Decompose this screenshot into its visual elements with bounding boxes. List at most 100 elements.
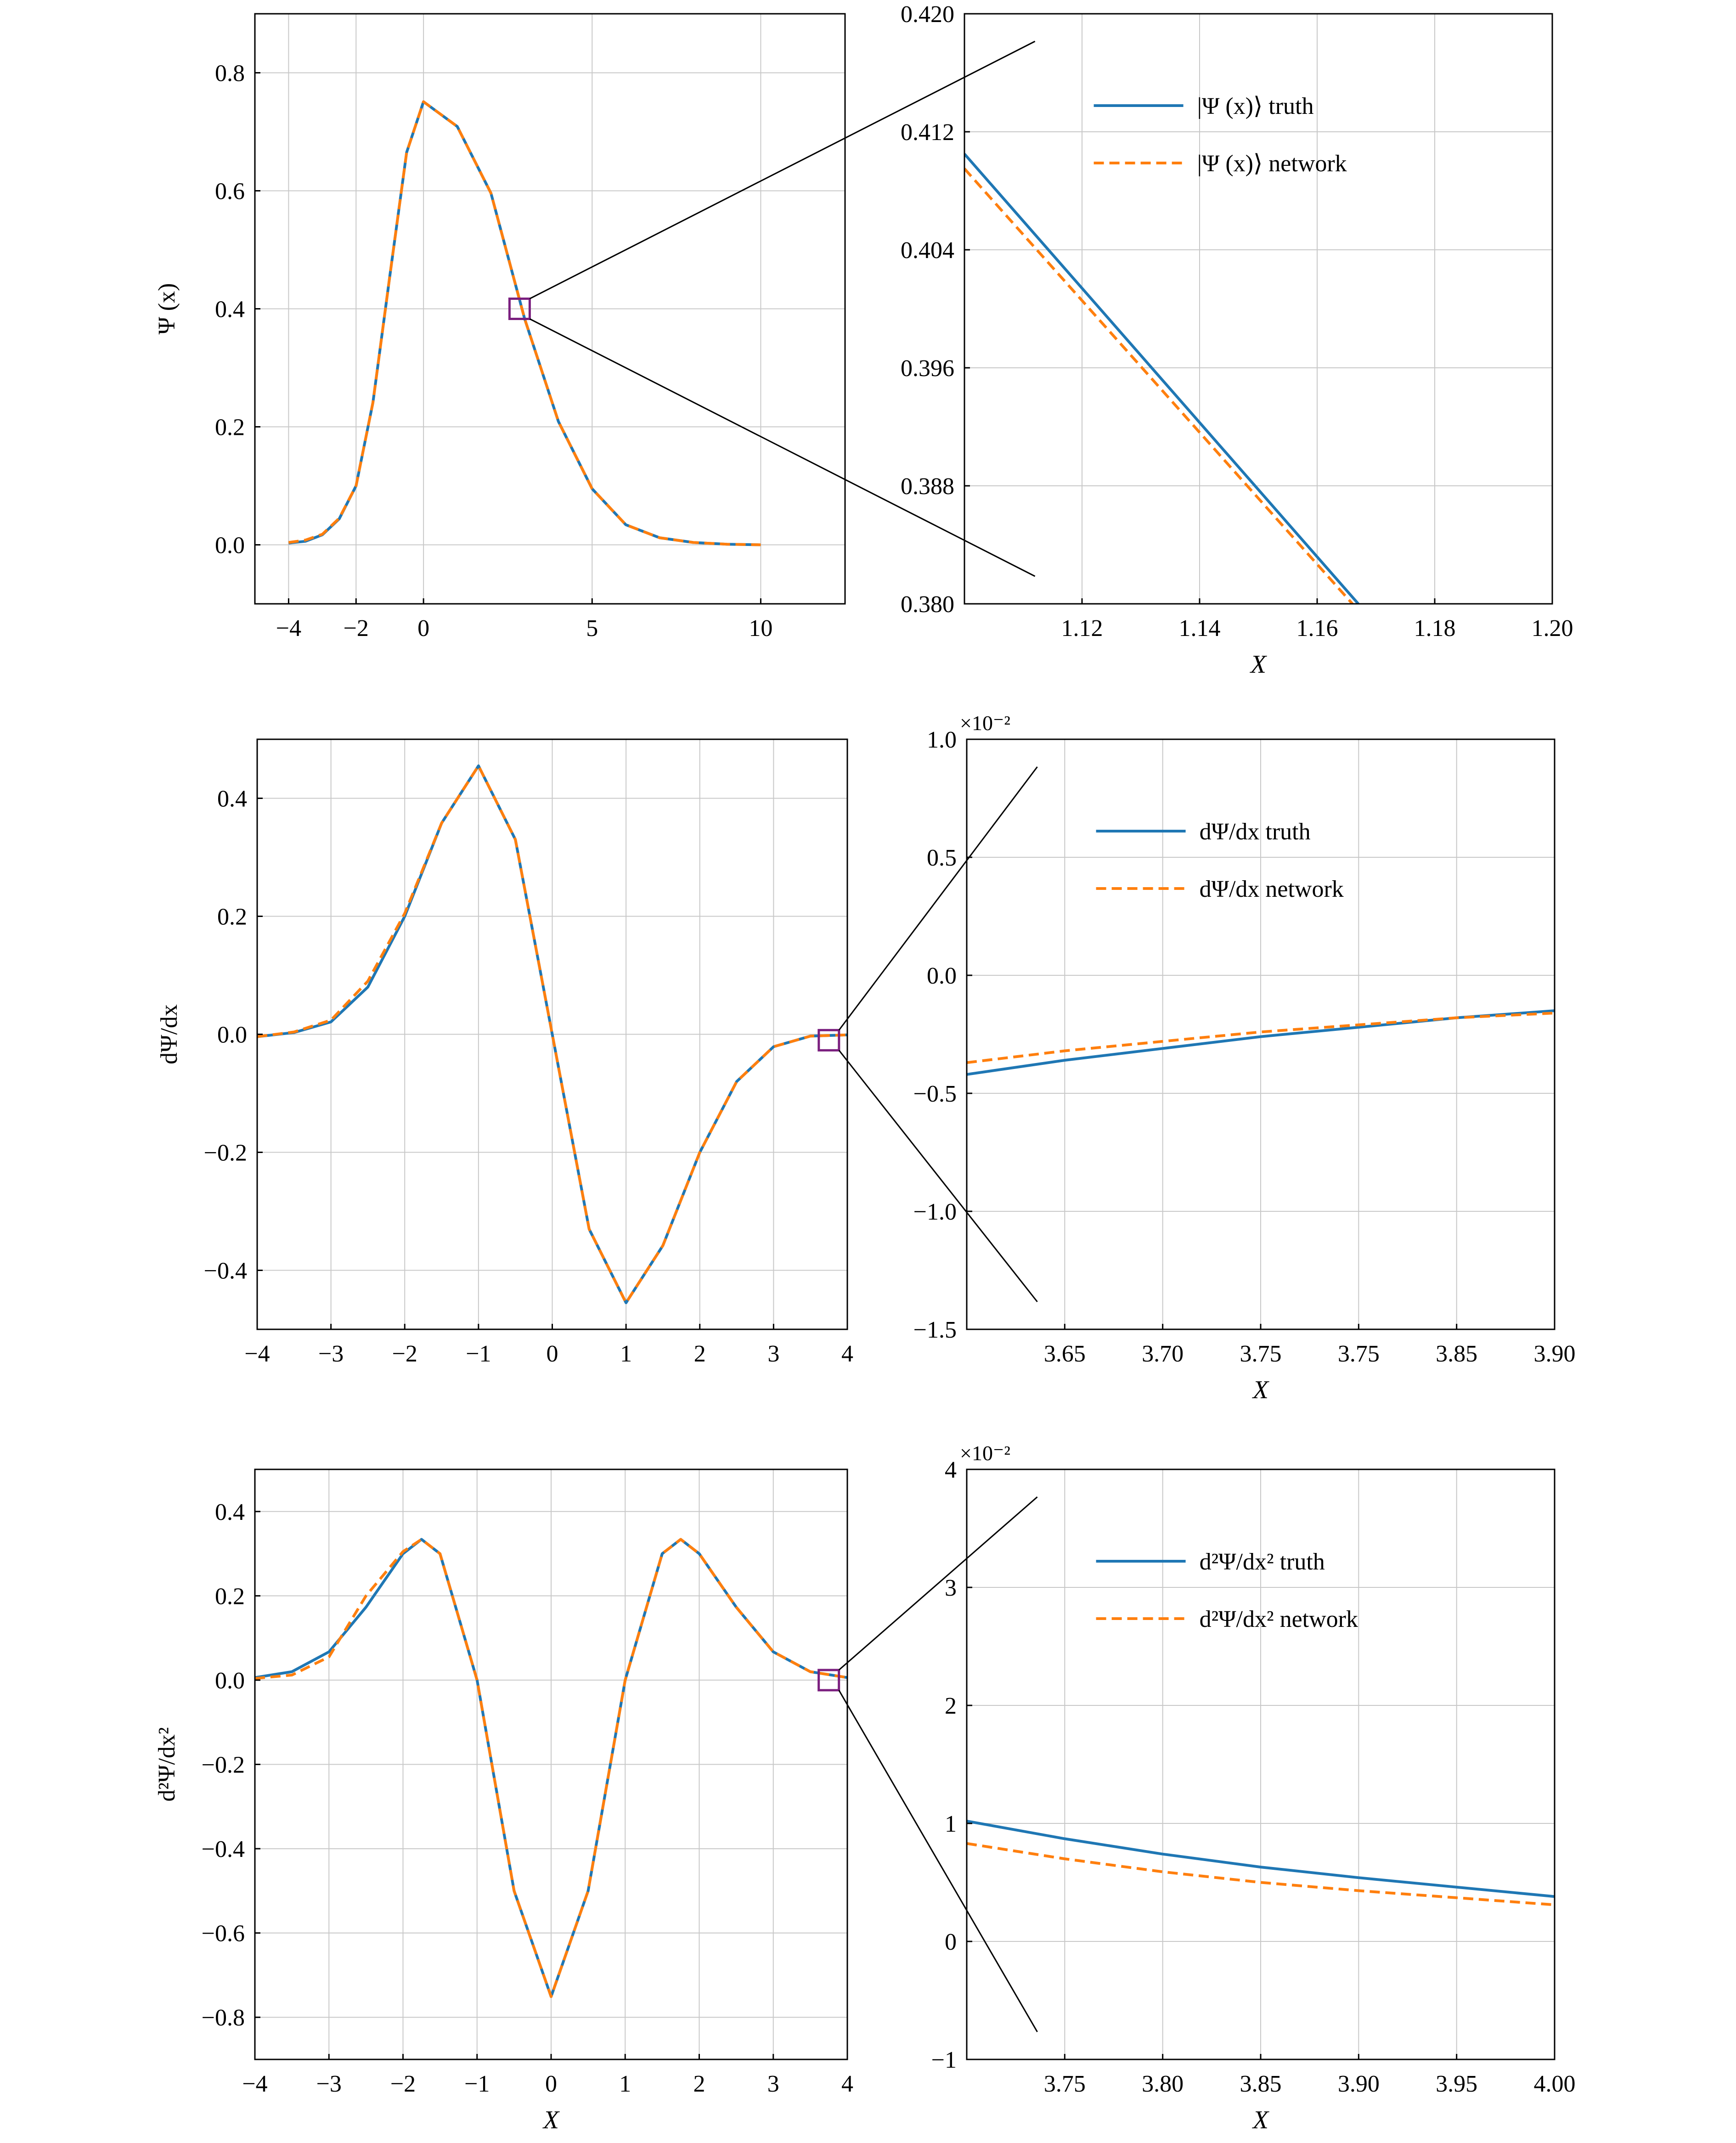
legend-entry: |Ψ (x)⟩ network [1197, 151, 1347, 177]
x-tick-label: −4 [242, 2071, 267, 2097]
x-axis-label: X [542, 2106, 560, 2134]
x-tick-label: −2 [344, 615, 369, 641]
legend-entry: dΨ/dx network [1200, 876, 1344, 902]
chart-panel-1: −4 −2 0 5 10 0.0 0.2 0.4 0.6 0.8 Ψ (x) [154, 13, 846, 641]
y-tick-label: 0.4 [215, 1499, 245, 1525]
zoom-connector-top [529, 40, 1036, 299]
y-tick-label: 0.5 [927, 845, 957, 871]
x-tick-label: 3.90 [1338, 2071, 1380, 2097]
x-tick-label: 4 [841, 2071, 853, 2097]
y-tick-label: 0.404 [901, 237, 954, 264]
axis-multiplier: ×10⁻² [960, 1441, 1010, 1465]
x-tick-label: 3.65 [1044, 1341, 1086, 1367]
x-tick-label: 0 [545, 2071, 557, 2097]
y-tick-label: −0.8 [202, 2005, 245, 2031]
series-line-truth [257, 764, 847, 1305]
x-tick-label: 0 [417, 615, 429, 641]
zoom-connector-top [838, 766, 1038, 1031]
y-tick-label: −0.2 [204, 1140, 247, 1166]
x-tick-label: −3 [318, 1341, 344, 1367]
y-tick-label: 0.8 [215, 61, 245, 87]
x-tick-label: −1 [466, 1341, 491, 1367]
y-tick-label: 0.4 [215, 297, 245, 323]
y-tick-label: −1.0 [913, 1199, 957, 1225]
x-tick-label: 1 [619, 2071, 631, 2097]
y-tick-label: −1 [931, 2047, 957, 2073]
series-line-truth [288, 100, 761, 546]
x-tick-label: 3 [767, 2071, 779, 2097]
x-tick-label: 3.95 [1436, 2071, 1477, 2097]
x-tick-label: 1.14 [1179, 615, 1221, 641]
y-tick-label: 4 [945, 1457, 957, 1483]
x-tick-label: 4 [841, 1341, 853, 1367]
x-tick-label: −3 [316, 2071, 342, 2097]
x-tick-label: 5 [586, 615, 598, 641]
x-tick-label: 3.85 [1436, 1341, 1477, 1367]
series-line-network [967, 1012, 1555, 1064]
y-tick-label: −0.4 [204, 1258, 247, 1284]
y-tick-label: −0.4 [202, 1836, 245, 1862]
x-tick-label: 2 [693, 2071, 705, 2097]
chart-panel-6: 3.75 3.80 3.85 3.90 3.95 4.00 −1 0 1 2 3 4 X ×10⁻² d²Ψ… [931, 1441, 1576, 2134]
y-tick-label: 1 [945, 1811, 957, 1837]
zoom-connector-bottom [529, 318, 1036, 577]
y-tick-label: 0.0 [217, 1022, 247, 1048]
y-axis-label: d²Ψ/dx² [154, 1727, 180, 1802]
y-tick-label: 0.396 [901, 355, 954, 382]
y-tick-label: 0.4 [217, 786, 247, 812]
y-tick-label: 0.6 [215, 179, 245, 205]
y-tick-label: −0.2 [202, 1752, 245, 1778]
chart-panel-2: 1.12 1.14 1.16 1.18 1.20 0.380 0.388 0.396 0.404… [901, 1, 1573, 679]
plot-frame [964, 13, 1553, 605]
zoom-connector-bottom [838, 1690, 1038, 2032]
chart-panel-4: 3.65 3.70 3.75 3.75 3.85 3.90 −1.5 −1.0 −0.5 0.0 0… [913, 711, 1576, 1404]
y-tick-label: −0.5 [913, 1081, 957, 1107]
x-tick-label: 1 [620, 1341, 632, 1367]
x-tick-label: −2 [392, 1341, 417, 1367]
x-tick-label: 3.75 [1240, 1341, 1282, 1367]
series-line-network [288, 100, 761, 546]
y-tick-label: 3 [945, 1575, 957, 1601]
zoom-connector-top [838, 1496, 1038, 1671]
y-tick-label: 0.2 [217, 904, 247, 930]
x-tick-label: 3.90 [1534, 1341, 1576, 1367]
x-tick-label: 1.18 [1414, 615, 1456, 641]
legend-entry: dΨ/dx truth [1200, 819, 1311, 845]
series-line-truth [967, 1819, 1555, 1898]
x-tick-label: 3.75 [1044, 2071, 1086, 2097]
x-tick-label: 1.12 [1061, 615, 1103, 641]
legend-entry: |Ψ (x)⟩ truth [1197, 93, 1314, 119]
series-line-truth [964, 153, 1359, 604]
y-tick-label: 0.0 [215, 1668, 245, 1694]
y-axis-label: Ψ (x) [154, 283, 180, 335]
x-tick-label: 3.70 [1142, 1341, 1184, 1367]
y-tick-label: 1.0 [927, 727, 957, 753]
y-tick-label: 0.412 [901, 119, 954, 146]
x-tick-label: 1.20 [1532, 615, 1573, 641]
legend-entry: d²Ψ/dx² network [1200, 1606, 1358, 1632]
x-tick-label: 4.00 [1534, 2071, 1576, 2097]
x-tick-label: 0 [547, 1341, 558, 1367]
x-tick-label: 10 [749, 615, 772, 641]
x-axis-label: X [1252, 1376, 1270, 1404]
x-axis-label: X [1252, 2106, 1270, 2134]
x-tick-label: −4 [276, 615, 301, 641]
x-tick-label: −4 [244, 1341, 270, 1367]
x-tick-label: 3.85 [1240, 2071, 1282, 2097]
legend-entry: d²Ψ/dx² truth [1200, 1549, 1325, 1575]
y-tick-label: 0.0 [215, 533, 245, 559]
x-tick-label: −2 [390, 2071, 416, 2097]
zoom-marker-box [817, 1029, 840, 1052]
x-tick-label: 3.80 [1142, 2071, 1184, 2097]
x-tick-label: 3 [767, 1341, 779, 1367]
zoom-marker-box [817, 1669, 840, 1692]
x-axis-label: X [1250, 650, 1268, 679]
zoom-marker-box [508, 298, 531, 320]
y-axis-label: dΨ/dx [156, 1004, 182, 1064]
zoom-connector-bottom [838, 1050, 1038, 1302]
y-tick-label: 0.2 [215, 415, 245, 441]
series-line-network [255, 1538, 847, 1998]
x-tick-label: −1 [464, 2071, 490, 2097]
y-tick-label: 2 [945, 1693, 957, 1719]
